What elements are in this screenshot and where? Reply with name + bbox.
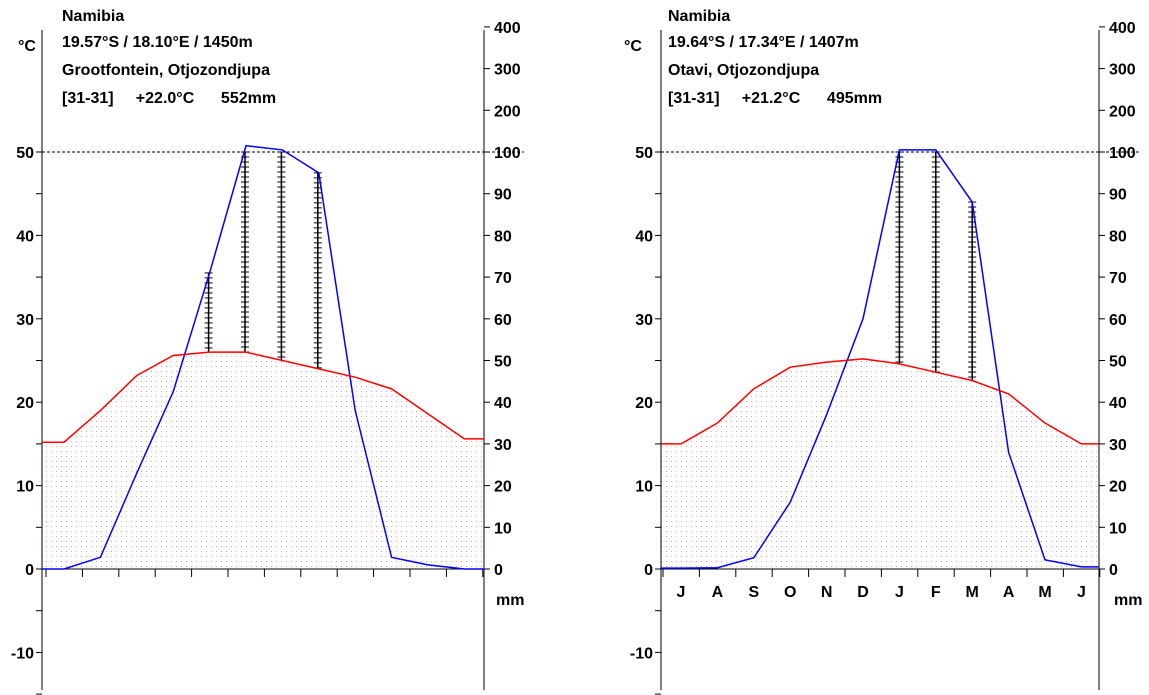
precip-tick-label: 400 xyxy=(494,20,521,37)
precipitation-line xyxy=(661,149,1099,569)
chart-country: Namibia xyxy=(668,8,731,25)
climate-chart-grootfontein: -10 0 10 20 30 40 50 0 10 20 30 40 50 60 70 80 90 100 200 3… xyxy=(0,0,560,695)
month-label: J xyxy=(895,584,904,601)
precip-tick-label: 90 xyxy=(1109,187,1127,204)
temp-tick-label: 0 xyxy=(25,562,34,579)
month-label: D xyxy=(857,584,869,601)
month-label: N xyxy=(821,584,833,601)
temp-tick-label: -10 xyxy=(11,645,34,662)
temperature-line xyxy=(42,351,484,443)
month-label: A xyxy=(712,584,724,601)
temp-tick-label: 40 xyxy=(16,228,34,245)
precipitation-line xyxy=(42,144,484,570)
chart-location: Otavi, Otjozondjupa xyxy=(668,62,820,79)
precip-tick-label: 100 xyxy=(1109,145,1136,162)
temp-tick-label: 20 xyxy=(635,395,653,412)
precip-tick-label: 60 xyxy=(1109,312,1127,329)
precip-tick-label: 10 xyxy=(494,520,512,537)
precip-tick-label: 70 xyxy=(494,270,512,287)
dry-season-fill xyxy=(661,358,1099,569)
precip-tick-label: 70 xyxy=(1109,270,1127,287)
precip-unit-label: mm xyxy=(1114,592,1143,609)
temp-tick-label: 10 xyxy=(16,479,34,496)
temp-tick-label: 50 xyxy=(16,145,34,162)
temp-tick-label: -10 xyxy=(630,645,653,662)
precip-tick-label: 30 xyxy=(1109,437,1127,454)
precip-tick-label: 200 xyxy=(494,103,521,120)
chart-svg: -10 0 10 20 30 40 50 0 10 20 30 40 50 60 70 80 90 100 200 3… xyxy=(630,20,1139,695)
chart-location: Grootfontein, Otjozondjupa xyxy=(62,62,270,79)
chart-country: Namibia xyxy=(62,8,125,25)
temp-tick-label: 10 xyxy=(635,479,653,496)
chart-svg: -10 0 10 20 30 40 50 0 10 20 30 40 50 60 70 80 90 100 200 3… xyxy=(11,20,524,695)
temp-unit-label: °C xyxy=(18,38,36,55)
month-label: A xyxy=(1003,584,1015,601)
temp-tick-label: 40 xyxy=(635,228,653,245)
temp-tick-label: 20 xyxy=(16,395,34,412)
temp-tick-label: 0 xyxy=(644,562,653,579)
precip-tick-label: 100 xyxy=(494,145,521,162)
chart-coordinates: 19.57°S / 18.10°E / 1450m xyxy=(62,34,253,51)
dry-season-fill xyxy=(42,352,484,569)
temp-tick-label: 30 xyxy=(16,312,34,329)
temperature-line xyxy=(661,358,1099,445)
climate-chart-otavi: -10 0 10 20 30 40 50 0 10 20 30 40 50 60 70 80 90 100 200 3… xyxy=(610,0,1149,695)
month-label: O xyxy=(784,584,796,601)
precip-tick-label: 10 xyxy=(1109,520,1127,537)
precip-tick-label: 0 xyxy=(494,562,503,579)
chart-summary: [31-31] +22.0°C 552mm xyxy=(62,90,277,107)
chart-coordinates: 19.64°S / 17.34°E / 1407m xyxy=(668,34,859,51)
month-label: S xyxy=(748,584,759,601)
precip-tick-label: 20 xyxy=(1109,479,1127,496)
chart-summary: [31-31] +21.2°C 495mm xyxy=(668,90,883,107)
precip-tick-label: 300 xyxy=(1109,62,1136,79)
precip-tick-label: 400 xyxy=(1109,20,1136,37)
month-label: J xyxy=(1077,584,1086,601)
precip-tick-label: 80 xyxy=(1109,228,1127,245)
precip-tick-label: 20 xyxy=(494,479,512,496)
month-label: M xyxy=(966,584,979,601)
precip-tick-label: 40 xyxy=(1109,395,1127,412)
precip-tick-label: 40 xyxy=(494,395,512,412)
temp-tick-label: 30 xyxy=(635,312,653,329)
month-label: F xyxy=(931,584,941,601)
temp-tick-label: 50 xyxy=(635,145,653,162)
precip-tick-label: 50 xyxy=(494,354,512,371)
precip-tick-label: 0 xyxy=(1109,562,1118,579)
precip-tick-label: 80 xyxy=(494,228,512,245)
month-label: M xyxy=(1038,584,1051,601)
precip-tick-label: 50 xyxy=(1109,354,1127,371)
precip-tick-label: 200 xyxy=(1109,103,1136,120)
precip-tick-label: 30 xyxy=(494,437,512,454)
precip-tick-label: 300 xyxy=(494,62,521,79)
precip-unit-label: mm xyxy=(496,592,525,609)
month-label: J xyxy=(677,584,686,601)
precip-tick-label: 60 xyxy=(494,312,512,329)
precip-tick-label: 90 xyxy=(494,187,512,204)
temp-unit-label: °C xyxy=(624,38,642,55)
